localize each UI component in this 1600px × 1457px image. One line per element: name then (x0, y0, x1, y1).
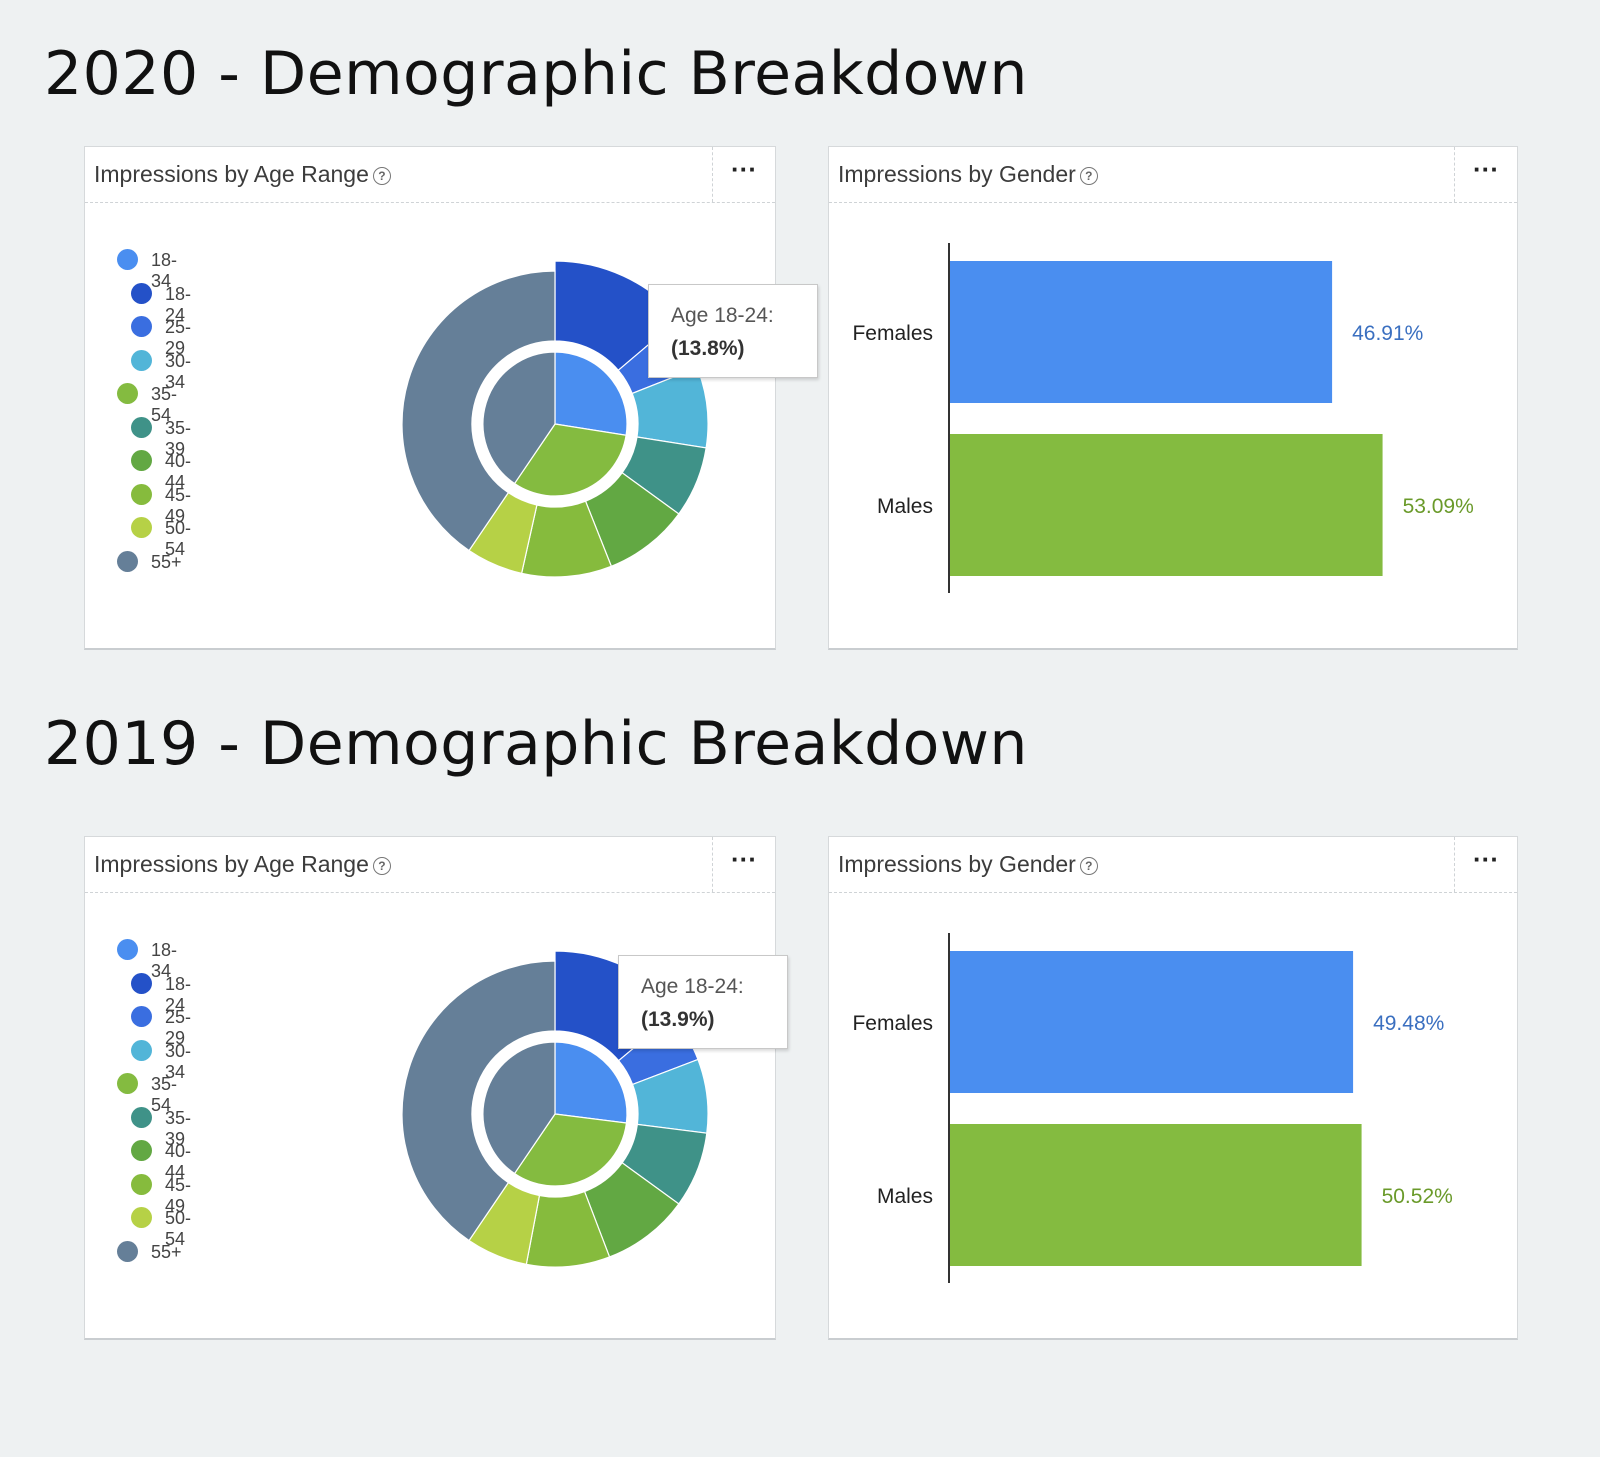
gender-bar-chart: Females 46.91% Males 53.09% (852, 243, 1474, 593)
inner-slice-55+[interactable] (482, 1041, 556, 1175)
gender-card-2020: Impressions by Gender? ··· Females 46.91%… (828, 146, 1518, 650)
card-title: Impressions by Age Range? (94, 161, 391, 188)
legend-label: 35-54 (151, 384, 178, 425)
category-label: Males (877, 495, 933, 518)
tooltip-value: (13.9%) (641, 1008, 715, 1031)
bar-males[interactable] (949, 1124, 1362, 1266)
tooltip-value: (13.8%) (671, 337, 745, 360)
legend-label: 35-39 (165, 1107, 192, 1149)
legend-dot (131, 517, 152, 538)
legend-label: 25-29 (165, 317, 192, 358)
age-range-card-2020: Impressions by Age Range? ··· 18-34 18-24… (84, 146, 818, 650)
value-label: 50.52% (1382, 1185, 1453, 1208)
legend-dot (131, 1039, 152, 1061)
legend-label: 55+ (151, 1241, 182, 1262)
legend-label: 45-49 (165, 484, 192, 526)
help-icon[interactable]: ? (372, 857, 391, 875)
legend-label: 30-34 (165, 350, 192, 392)
outer-slice-55+[interactable] (401, 960, 556, 1242)
gender-bar-chart: Females 49.48% Males 50.52% (852, 933, 1453, 1283)
age-sunburst-chart (401, 950, 709, 1268)
legend-dot (131, 316, 152, 337)
card-header: Impressions by Age Range? ··· (85, 147, 775, 203)
card-title-text: Impressions by Age Range (94, 851, 369, 877)
help-icon[interactable]: ? (372, 167, 391, 185)
legend-dot (131, 282, 152, 304)
legend-label: 25-29 (165, 1007, 192, 1048)
inner-slice-35-54[interactable] (513, 423, 627, 497)
legend-label: 40-44 (165, 451, 192, 492)
value-label: 49.48% (1373, 1012, 1444, 1035)
legend-label: 18-34 (151, 250, 178, 291)
legend-label: 18-24 (165, 283, 192, 325)
chart-tooltip: Age 18-24: (13.8%) (648, 284, 818, 378)
tooltip-label: Age 18-24: (671, 304, 774, 327)
legend-label: 35-54 (151, 1074, 178, 1115)
card-title-text: Impressions by Gender (838, 851, 1076, 877)
bar-females[interactable] (949, 951, 1354, 1093)
legend-dot (117, 1073, 138, 1094)
more-options-button[interactable]: ··· (712, 837, 775, 892)
card-title-text: Impressions by Gender (838, 161, 1076, 187)
card-header: Impressions by Gender? ··· (829, 147, 1517, 203)
legend-dot (131, 416, 152, 438)
card-title: Impressions by Gender? (838, 851, 1098, 878)
outer-slice-55+[interactable] (401, 270, 556, 552)
value-label: 53.09% (1403, 495, 1474, 518)
category-label: Females (852, 1012, 933, 1035)
legend-dot (131, 1173, 152, 1195)
chart-tooltip: Age 18-24: (13.9%) (618, 955, 788, 1049)
bar-females[interactable] (949, 261, 1333, 403)
inner-slice-55+[interactable] (482, 351, 556, 485)
category-label: Females (852, 322, 933, 345)
legend-dot (131, 1006, 152, 1027)
legend-label: 18-24 (165, 973, 192, 1015)
legend-dot (131, 1106, 152, 1128)
bar-males[interactable] (949, 434, 1383, 576)
tooltip-label: Age 18-24: (641, 975, 744, 998)
legend-dot (131, 1207, 152, 1228)
inner-slice-18-34[interactable] (554, 351, 628, 436)
section-title-2019: 2019 - Demographic Breakdown (44, 709, 1028, 779)
legend-label: 55+ (151, 551, 182, 572)
help-icon[interactable]: ? (1079, 857, 1098, 875)
legend-dot (117, 249, 138, 270)
legend-dot (131, 483, 152, 505)
legend-dot (131, 972, 152, 994)
card-header: Impressions by Gender? ··· (829, 837, 1517, 893)
age-sunburst-chart (401, 260, 709, 578)
help-icon[interactable]: ? (1079, 167, 1098, 185)
legend-dot (117, 383, 138, 404)
legend-dot (131, 1140, 152, 1161)
value-label: 46.91% (1352, 322, 1423, 345)
more-options-button[interactable]: ··· (1454, 837, 1517, 892)
card-title-text: Impressions by Age Range (94, 161, 369, 187)
card-title: Impressions by Age Range? (94, 851, 391, 878)
legend-dot (131, 349, 152, 371)
legend-label: 50-54 (165, 518, 192, 559)
legend-dot (117, 550, 138, 572)
legend-label: 40-44 (165, 1141, 192, 1182)
more-options-button[interactable]: ··· (1454, 147, 1517, 202)
inner-slice-18-34[interactable] (554, 1041, 628, 1124)
category-label: Males (877, 1185, 933, 1208)
legend-label: 50-54 (165, 1208, 192, 1249)
inner-slice-35-54[interactable] (513, 1113, 628, 1187)
legend-dot (131, 450, 152, 471)
card-header: Impressions by Age Range? ··· (85, 837, 775, 893)
gender-card-2019: Impressions by Gender? ··· Females 49.48%… (828, 836, 1518, 1340)
section-title-2020: 2020 - Demographic Breakdown (44, 39, 1028, 109)
legend-label: 45-49 (165, 1174, 192, 1216)
legend-label: 35-39 (165, 417, 192, 459)
legend-label: 18-34 (151, 940, 178, 981)
legend-label: 30-34 (165, 1040, 192, 1082)
card-title: Impressions by Gender? (838, 161, 1098, 188)
age-range-card-2019: Impressions by Age Range? ··· 18-34 18-24… (84, 836, 788, 1340)
legend-dot (117, 1240, 138, 1262)
legend-dot (117, 939, 138, 960)
more-options-button[interactable]: ··· (712, 147, 775, 202)
